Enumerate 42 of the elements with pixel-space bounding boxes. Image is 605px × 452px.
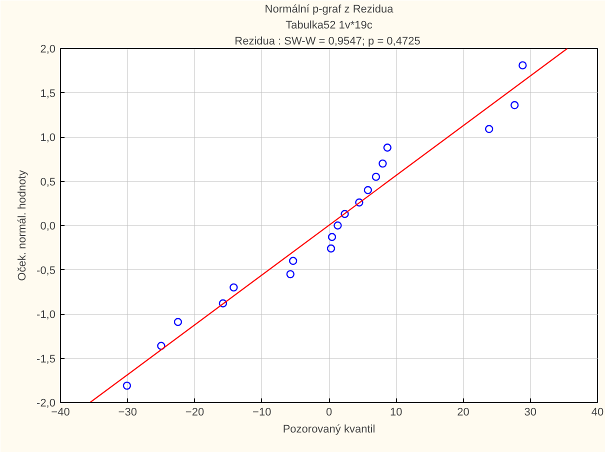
point — [355, 198, 364, 207]
y-tick-label: 0,0 — [40, 220, 56, 232]
point — [364, 186, 372, 194]
x-tick-label: −20 — [185, 406, 204, 418]
y-tick-label: -0,5 — [36, 264, 56, 277]
y-tick-label: 1,5 — [40, 88, 56, 100]
y-tick-label: -2,0 — [36, 398, 56, 410]
y-axis-title: Oček. normál. hodnoty — [16, 170, 29, 281]
point — [174, 318, 182, 326]
x-tick-label: −30 — [118, 406, 137, 418]
x-tick-label: 40 — [591, 406, 604, 418]
chart-title: Normální p-graf z Rezidua — [264, 4, 394, 16]
y-tick-label: 1,0 — [40, 132, 56, 144]
point — [518, 61, 527, 70]
point — [372, 172, 380, 181]
chart-subtitle: Tabulka52 1v*19c — [286, 20, 373, 32]
point — [122, 382, 132, 390]
x-tick-label: 30 — [524, 406, 537, 418]
point — [510, 101, 519, 110]
y-tick-label: -1,5 — [36, 353, 56, 366]
point — [286, 270, 295, 278]
x-tick-label: 10 — [390, 406, 402, 418]
point — [484, 124, 494, 134]
y-tick-label: 2,0 — [40, 44, 56, 56]
point — [383, 144, 392, 152]
y-tick-label: 0,5 — [40, 176, 56, 188]
point — [288, 256, 298, 265]
y-tick-label: -1,0 — [36, 309, 56, 321]
point — [334, 221, 342, 230]
x-tick-label: 0 — [326, 406, 332, 418]
point — [326, 244, 336, 253]
point — [218, 299, 228, 308]
x-tick-label: −40 — [51, 406, 70, 418]
x-tick-label: 20 — [457, 406, 470, 418]
x-axis-title: Pozorovaný kvantil — [282, 424, 376, 436]
point — [157, 342, 166, 350]
point — [328, 232, 336, 242]
point — [230, 283, 238, 292]
x-tick-label: −10 — [252, 406, 272, 418]
text: Rezidua : SW-W = 0,9547; p = 0,4725 — [234, 36, 420, 48]
point — [340, 210, 349, 218]
point — [378, 159, 387, 168]
